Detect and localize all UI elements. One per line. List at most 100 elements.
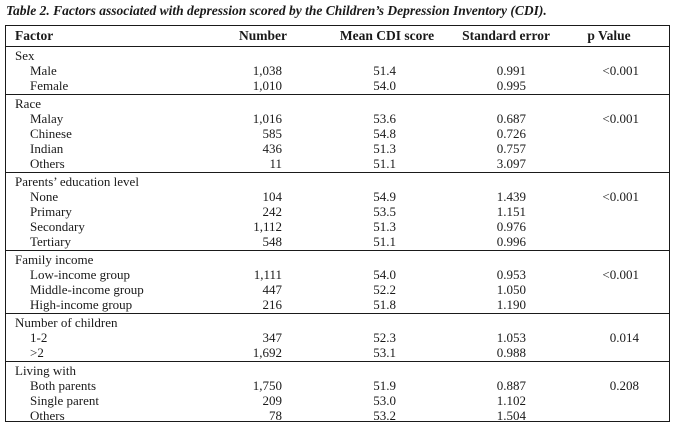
row-se: 1.050: [496, 282, 526, 297]
row-se: 3.097: [496, 156, 526, 171]
header-number: Number: [239, 28, 287, 43]
table-row: Secondary 1,112 51.3 0.976: [6, 219, 669, 234]
table-header-row: Factor Number Mean CDI score Standard er…: [6, 26, 669, 47]
row-mean: 51.9: [373, 378, 396, 393]
group-p-value: <0.001: [602, 189, 639, 204]
table-row: Female 1,010 54.0 0.995: [6, 78, 669, 93]
row-label: Female: [30, 78, 69, 93]
table-row: Primary 242 53.5 1.151: [6, 204, 669, 219]
group-p-value: <0.001: [602, 267, 639, 282]
row-label: 1-2: [30, 330, 48, 345]
group-number-of-children: Number of children 1-2 347 52.3 1.053 0.…: [6, 314, 669, 362]
row-mean: 53.1: [373, 345, 396, 360]
row-number: 11: [269, 156, 282, 171]
row-mean: 53.5: [373, 204, 396, 219]
table-row: >2 1,692 53.1 0.988: [6, 345, 669, 360]
row-se: 0.953: [496, 267, 526, 282]
header-standard-error: Standard error: [462, 28, 550, 43]
data-table: Factor Number Mean CDI score Standard er…: [5, 25, 670, 423]
group-p-value: 0.208: [609, 378, 639, 393]
row-number: 1,692: [252, 345, 282, 360]
row-label: Low-income group: [30, 267, 131, 282]
row-label: High-income group: [30, 297, 133, 312]
row-label: Single parent: [30, 393, 99, 408]
row-mean: 53.6: [373, 111, 396, 126]
table-row: Others 78 53.2 1.504: [6, 408, 669, 423]
row-label: Chinese: [30, 126, 72, 141]
row-se: 1.053: [496, 330, 526, 345]
row-mean: 51.3: [373, 219, 396, 234]
row-label: Malay: [30, 111, 64, 126]
row-se: 0.757: [496, 141, 526, 156]
row-label: Others: [30, 408, 65, 423]
row-label: Primary: [30, 204, 72, 219]
row-number: 216: [262, 297, 283, 312]
group-title: Race: [15, 96, 41, 111]
row-se: 0.887: [496, 378, 526, 393]
header-factor: Factor: [15, 28, 54, 43]
table-row: High-income group 216 51.8 1.190: [6, 297, 669, 312]
row-label: Others: [30, 156, 65, 171]
group-p-value: <0.001: [602, 63, 639, 78]
row-mean: 51.3: [373, 141, 396, 156]
table-row: 1-2 347 52.3 1.053 0.014: [6, 330, 669, 345]
row-number: 585: [262, 126, 283, 141]
table-row: Both parents 1,750 51.9 0.887 0.208: [6, 378, 669, 393]
row-se: 0.991: [496, 63, 526, 78]
table-row: Low-income group 1,111 54.0 0.953 <0.001: [6, 267, 669, 282]
header-p-value: p Value: [587, 28, 631, 43]
row-se: 0.726: [496, 126, 526, 141]
row-mean: 54.9: [373, 189, 396, 204]
table-caption: Table 2. Factors associated with depress…: [6, 3, 547, 18]
row-number: 1,016: [252, 111, 282, 126]
row-se: 1.102: [496, 393, 526, 408]
row-number: 1,038: [252, 63, 282, 78]
row-se: 0.687: [496, 111, 526, 126]
row-se: 0.995: [496, 78, 526, 93]
row-label: Both parents: [30, 378, 97, 393]
row-number: 1,112: [253, 219, 282, 234]
table-row: Single parent 209 53.0 1.102: [6, 393, 669, 408]
group-title: Number of children: [15, 315, 118, 330]
row-se: 1.504: [496, 408, 526, 423]
row-mean: 51.4: [373, 63, 396, 78]
table-row: Chinese 585 54.8 0.726: [6, 126, 669, 141]
row-number: 209: [262, 393, 283, 408]
row-label: Tertiary: [30, 234, 71, 249]
header-mean-cdi: Mean CDI score: [339, 28, 435, 43]
group-title: Parents’ education level: [15, 174, 139, 189]
row-se: 1.151: [496, 204, 526, 219]
row-se: 1.190: [496, 297, 526, 312]
row-mean: 51.8: [373, 297, 396, 312]
row-se: 0.976: [496, 219, 526, 234]
row-label: None: [30, 189, 59, 204]
row-mean: 51.1: [373, 156, 396, 171]
row-mean: 52.2: [373, 282, 396, 297]
row-number: 104: [262, 189, 283, 204]
row-mean: 53.0: [373, 393, 396, 408]
row-number: 1,010: [252, 78, 282, 93]
row-number: 1,111: [253, 267, 282, 282]
group-title: Sex: [15, 48, 35, 63]
table-row: Male 1,038 51.4 0.991 <0.001: [6, 63, 669, 78]
row-mean: 54.0: [373, 267, 396, 282]
row-se: 0.996: [496, 234, 526, 249]
group-p-value: <0.001: [602, 111, 639, 126]
group-title: Family income: [15, 252, 94, 267]
table-row: None 104 54.9 1.439 <0.001: [6, 189, 669, 204]
group-p-value: 0.014: [609, 330, 639, 345]
row-mean: 51.1: [373, 234, 396, 249]
table-row: Tertiary 548 51.1 0.996: [6, 234, 669, 249]
group-parents-education: Parents’ education level None 104 54.9 1…: [6, 173, 669, 251]
row-number: 436: [262, 141, 283, 156]
group-sex: Sex Male 1,038 51.4 0.991 <0.001 Female …: [6, 47, 669, 95]
row-se: 0.988: [496, 345, 526, 360]
row-mean: 53.2: [373, 408, 396, 423]
table-row: Malay 1,016 53.6 0.687 <0.001: [6, 111, 669, 126]
row-number: 548: [262, 234, 283, 249]
row-number: 447: [262, 282, 283, 297]
group-living-with: Living with Both parents 1,750 51.9 0.88…: [6, 362, 669, 423]
row-mean: 54.0: [373, 78, 396, 93]
table-row: Others 11 51.1 3.097: [6, 156, 669, 171]
row-mean: 54.8: [373, 126, 396, 141]
